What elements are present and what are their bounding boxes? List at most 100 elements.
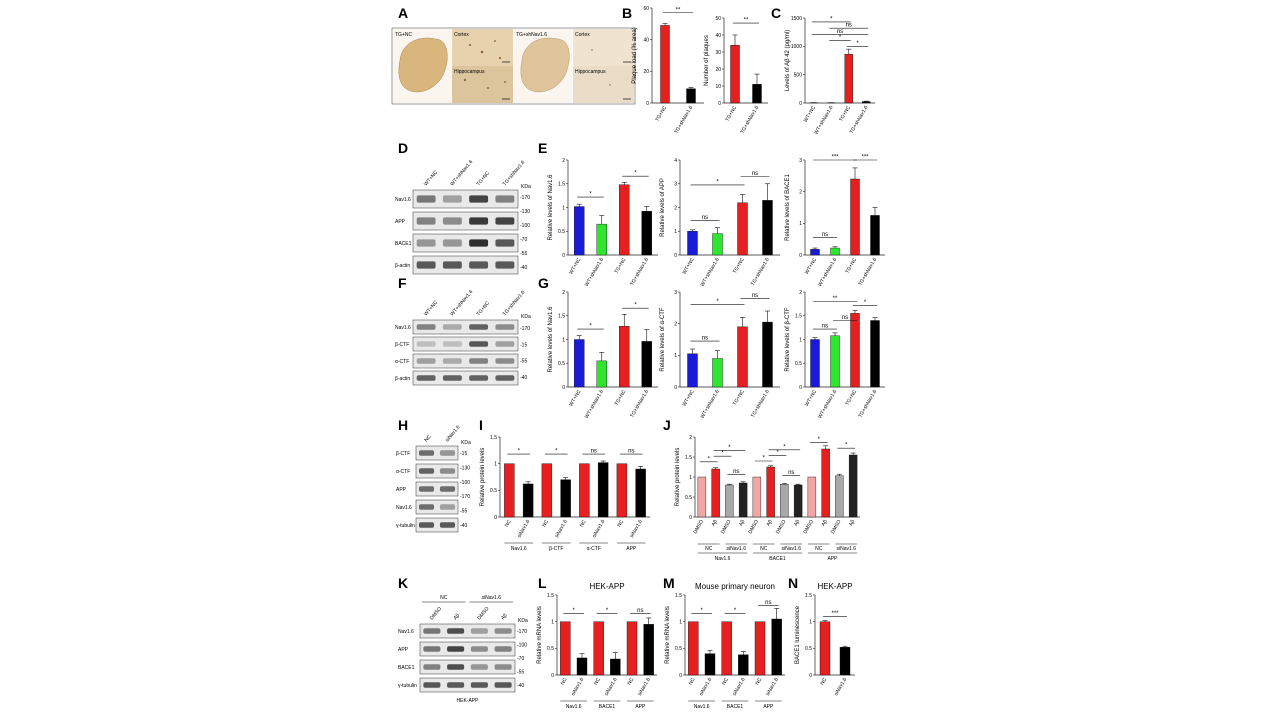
x-tick-label: siNav1.6 [732,677,747,697]
x-tick-label: DMSO [747,519,760,535]
blot-row-label: APP [395,219,406,225]
kda-marker: -130 [460,466,470,472]
significance-label: ns [637,608,643,614]
panel-label-c: C [771,5,781,21]
y-tick-label: 1500 [791,16,802,22]
bar [660,25,670,104]
y-tick-label: 0.5 [675,646,682,652]
blot-row-label: BACE1 [398,665,415,671]
western-blot-f: WT+NC WT+shNav1.6 TG+NC TG+shNav1.6KDaNav1.… [395,289,531,386]
significance-label: ns [628,449,634,455]
plaque-dot [591,49,593,51]
lane-label: TG+NC [476,170,492,187]
group-label: NC [440,595,448,601]
y-tick-label: 1 [674,229,677,235]
bar [830,247,840,256]
y-tick-label: 1 [494,461,497,467]
chart-e-nav16: 0 0.5 1 1.5 2 Relative levels of Nav1.6 WT+NC W… [548,158,658,288]
y-tick-label: 1 [689,475,692,481]
kda-marker: -40 [460,523,467,529]
y-tick-label: 10 [715,84,721,90]
bar [688,621,699,676]
significance-label: * [700,608,703,614]
group-label: siNav1.6 [482,595,502,601]
y-axis-label: Relative levels of α-CTF [660,307,666,371]
chart-n-luminescence: 0 0.5 1 1.5 BACE1 luminescence HEK-APP NC siNav… [795,582,855,697]
x-tick-label: TG+shNav1.6 [674,105,695,135]
x-tick-label: TG+shNav1.6 [858,389,879,419]
x-tick-label: NC [616,519,625,529]
significance-label: * [518,449,521,455]
blot-strip [412,336,519,352]
y-axis-label: Relative levels of APP [660,178,666,237]
x-tick-label: TG+shNav1.6 [629,389,650,419]
significance-label: *** [831,155,839,161]
bar [752,84,762,104]
x-tick-label: NC [754,677,763,687]
blot-band [439,522,456,528]
x-tick-label: WT+shNav1.6 [700,257,721,288]
lane-label: siNav1.6 [444,424,461,443]
chart-g-alpha-ctf: 0 1 2 3 Relative levels of α-CTF WT+NC WT+shNa… [660,290,780,420]
y-tick-label: 2 [674,321,677,327]
significance-label: * [763,456,766,462]
kda-label: KDa [521,314,531,320]
blot-band [442,217,462,225]
blot-band [447,646,465,652]
blot-band [469,261,489,269]
bar [687,353,698,388]
group-label: Nav1.6 [694,704,710,710]
blot-row-label: γ-tubulin [396,523,415,529]
significance-label: ns [702,336,708,342]
kda-label: KDa [521,184,531,190]
significance-label: *** [831,611,839,617]
blot-band [418,486,435,492]
panel-label-e: E [538,140,547,156]
y-tick-label: 1 [679,619,682,625]
blot-band [423,646,441,652]
blot-strip [419,641,516,657]
lane-label: Aβ [453,613,462,622]
blot-strip [412,189,519,209]
x-tick-label: WT+shNav1.6 [584,389,605,420]
panel-label-j: J [663,417,671,433]
x-tick-label: NC [626,677,635,687]
blot-band [439,504,456,510]
panel-label-k: K [398,575,408,591]
significance-label: ** [744,18,749,24]
y-tick-label: 50 [715,16,721,22]
significance-label: * [708,456,711,462]
blot-band [494,646,512,652]
blot-row-label: Nav1.6 [398,629,414,635]
x-tick-label: DMSO [720,519,733,535]
lane-label: NC [423,434,432,444]
bar [560,621,571,676]
y-tick-label: 3 [674,182,677,188]
y-tick-label: 0 [809,673,812,679]
x-tick-label: TG+NC [844,389,858,407]
bar [593,621,604,676]
chart-b-plaque-number: 0 10 20 30 40 50 Number of plaques TG+NC TG+shNa… [704,16,768,135]
blot-band [447,682,465,688]
significance-label: ** [676,7,681,13]
x-tick-label: siNav1.6 [637,677,652,697]
group-label-tg-shnav: TG+shNav1.6 [516,32,547,38]
chart-title: HEK-APP [589,582,624,591]
blot-band [442,324,462,330]
bar [807,476,817,518]
kda-marker: -40 [517,683,524,689]
blot-row-label: β-actin [395,263,410,269]
lane-label: WT+shNav1.6 [449,289,474,317]
hippocampus-label-left: Hippocampus [454,69,485,75]
x-tick-label: TG+NC [838,105,852,123]
x-tick-label: TG+NC [844,257,858,275]
bar [752,476,762,518]
kda-marker: -15 [460,451,467,457]
blot-band [469,358,489,364]
x-tick-label: WT+shNav1.6 [817,389,838,420]
bar [711,468,720,518]
x-tick-label: TG+NC [732,389,746,407]
x-tick-label: TG+shNav1.6 [629,257,650,287]
